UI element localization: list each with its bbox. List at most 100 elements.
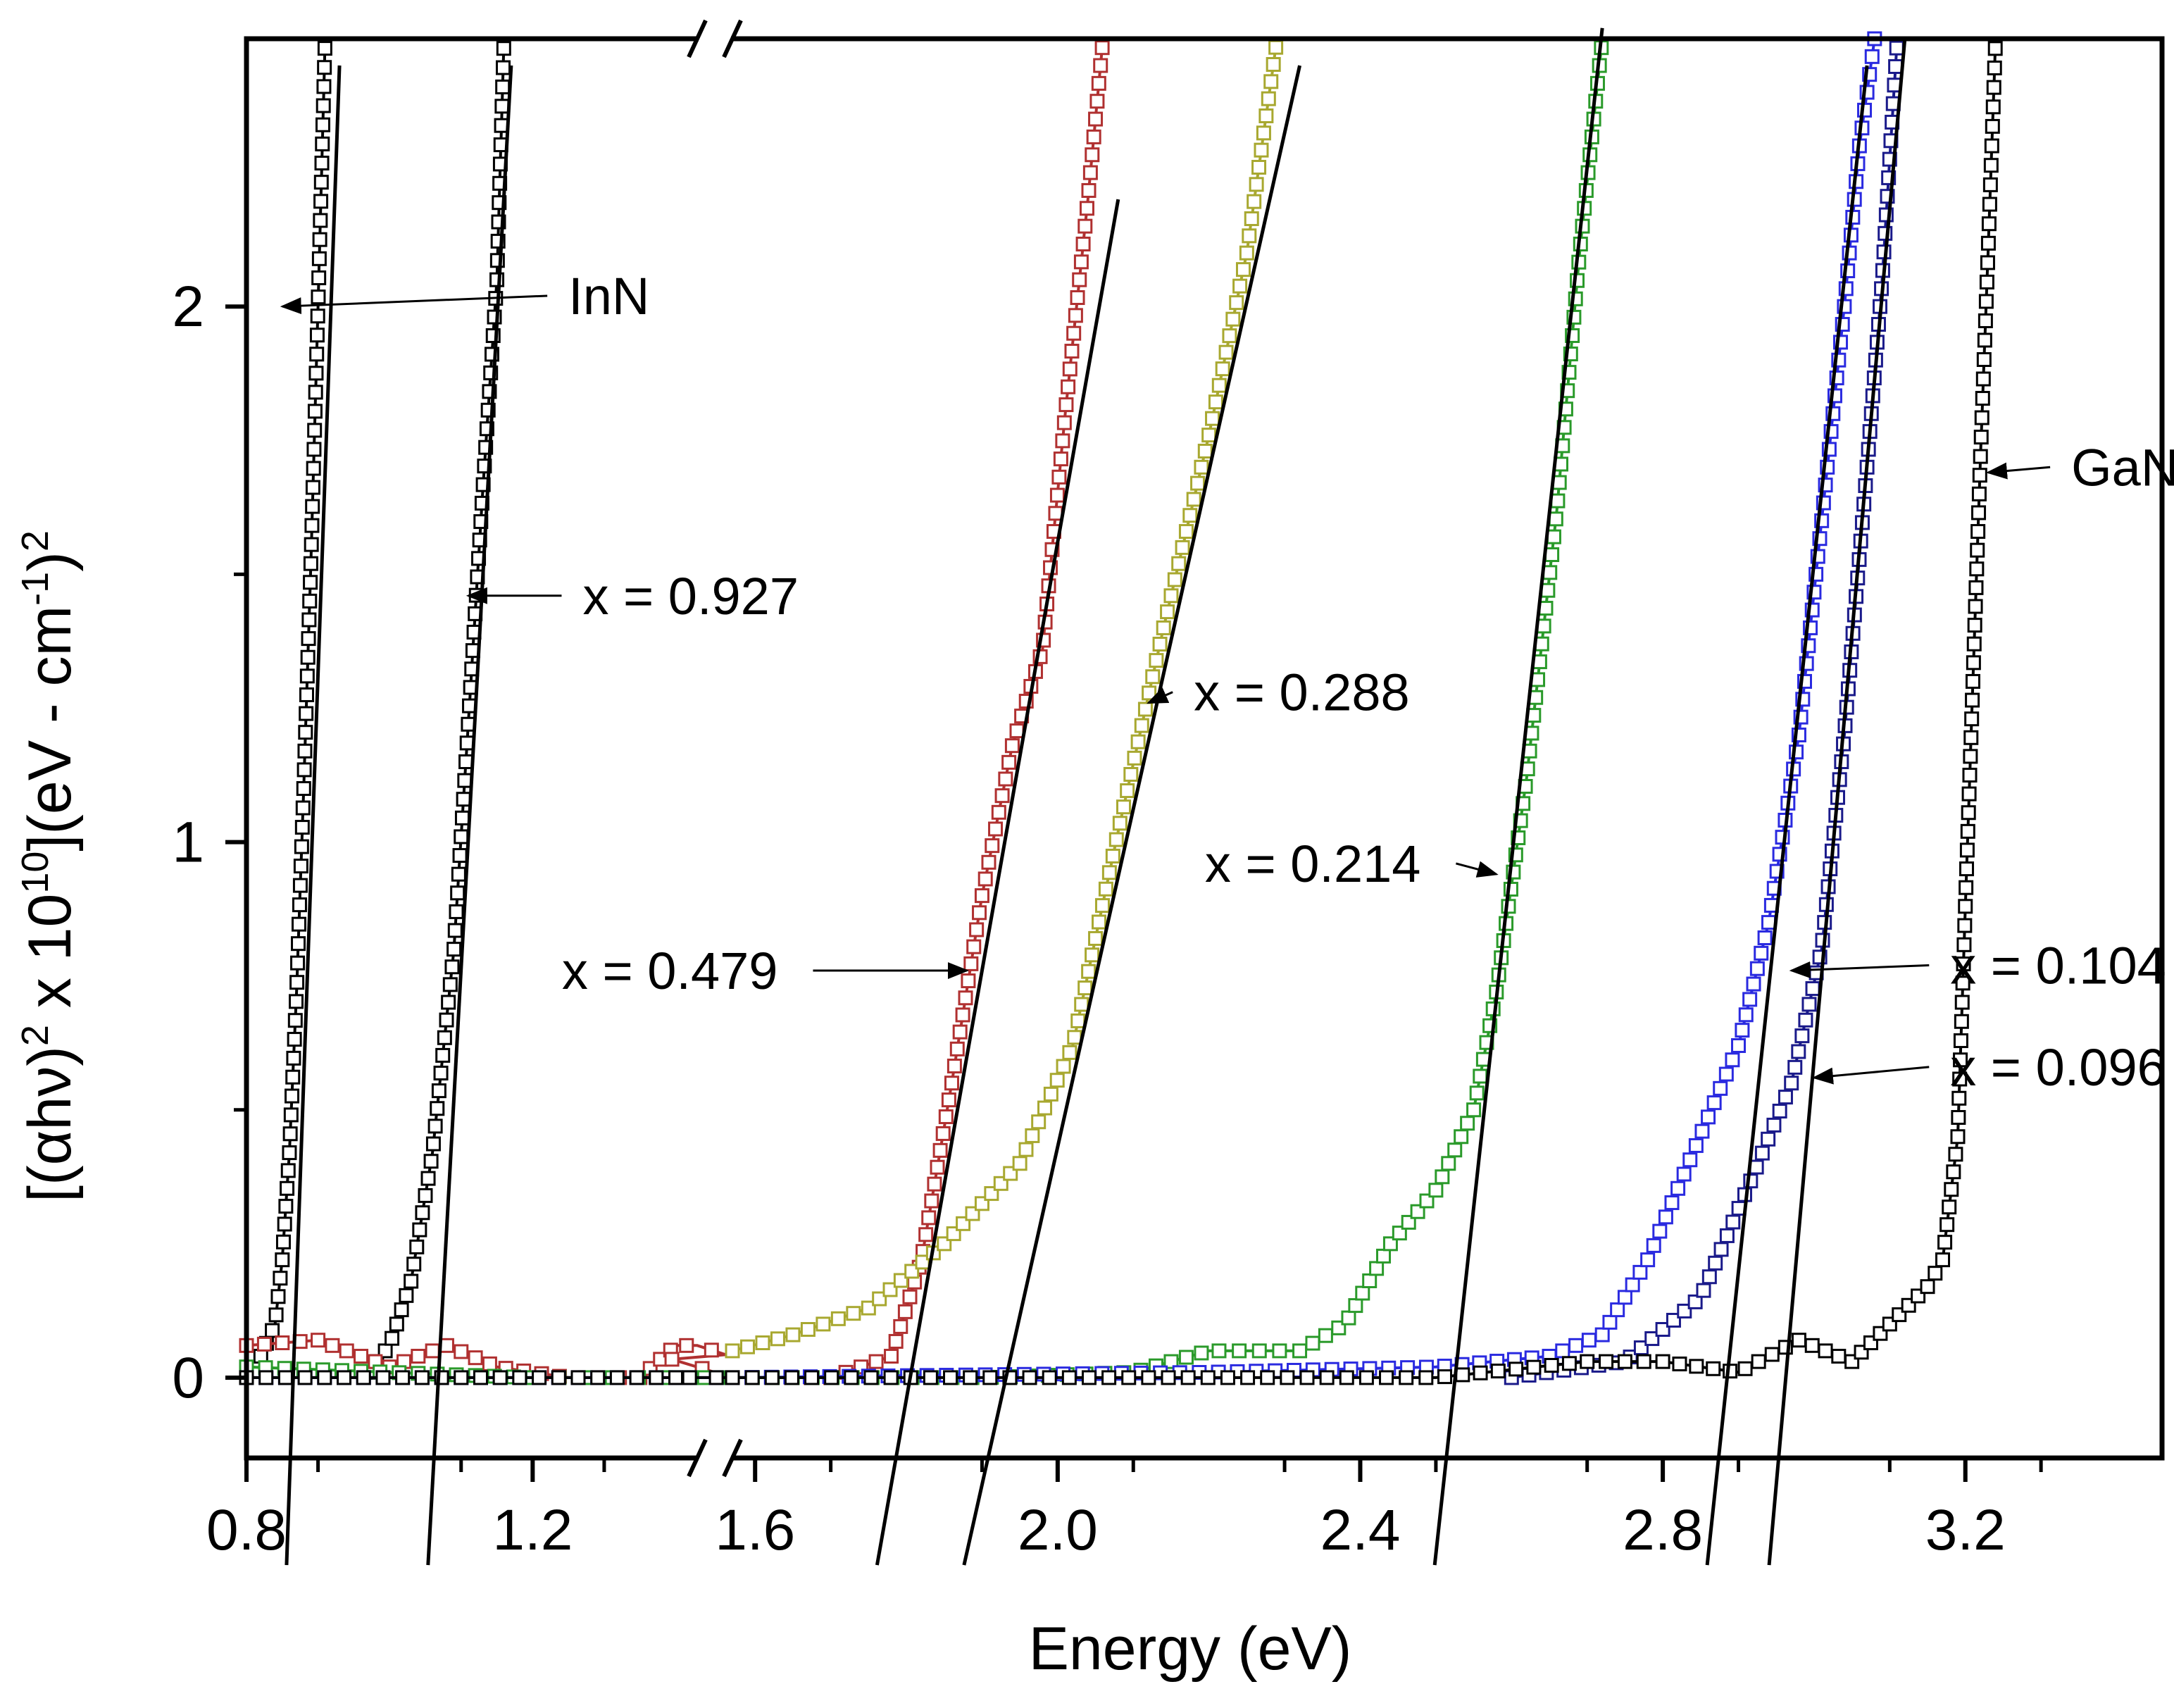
data-point bbox=[921, 1210, 937, 1226]
data-point bbox=[1197, 443, 1213, 459]
data-point bbox=[437, 1030, 452, 1045]
data-point bbox=[1211, 1343, 1227, 1359]
data-point bbox=[943, 1370, 958, 1385]
data-point bbox=[1979, 274, 1994, 289]
data-point bbox=[1952, 1071, 1968, 1087]
data-point bbox=[969, 922, 985, 937]
data-point bbox=[1348, 1298, 1363, 1314]
data-point bbox=[1208, 394, 1223, 410]
data-point bbox=[287, 1013, 303, 1028]
data-point bbox=[1968, 599, 1983, 614]
data-point bbox=[1022, 1370, 1037, 1385]
data-point bbox=[1640, 1252, 1656, 1268]
data-point bbox=[442, 977, 458, 992]
data-point bbox=[1761, 1131, 1776, 1147]
data-point bbox=[882, 1282, 898, 1297]
data-point bbox=[1778, 1090, 1793, 1105]
data-point bbox=[354, 1349, 369, 1364]
data-point bbox=[1688, 1137, 1704, 1153]
annotation-layer: InN x = 0.927 x = 0.479 x = 0.288 x = 0.214 x… bbox=[280, 267, 2174, 1097]
data-point bbox=[998, 771, 1013, 787]
data-point bbox=[1098, 881, 1113, 897]
data-point bbox=[1864, 49, 1880, 64]
data-point bbox=[425, 1343, 440, 1359]
data-point bbox=[532, 1370, 547, 1385]
data-point bbox=[1804, 1338, 1820, 1353]
data-point bbox=[1784, 1076, 1799, 1091]
data-point bbox=[1037, 1100, 1053, 1116]
data-point bbox=[295, 800, 311, 816]
data-point bbox=[1735, 1023, 1750, 1038]
data-point bbox=[280, 1163, 296, 1178]
data-point bbox=[924, 1193, 939, 1209]
data-point bbox=[927, 1176, 942, 1192]
data-point bbox=[1937, 1235, 1953, 1250]
data-point bbox=[1718, 1066, 1734, 1082]
data-point bbox=[1548, 511, 1563, 527]
data-point bbox=[1167, 572, 1182, 587]
data-point bbox=[1490, 1364, 1506, 1379]
data-point bbox=[988, 821, 1004, 837]
data-point bbox=[1473, 1365, 1488, 1380]
data-point bbox=[1258, 108, 1274, 123]
data-point bbox=[1971, 505, 1987, 520]
data-point bbox=[296, 762, 312, 778]
data-point bbox=[283, 1107, 299, 1123]
data-point bbox=[830, 1311, 846, 1326]
data-point bbox=[1550, 493, 1566, 509]
data-point bbox=[1056, 415, 1072, 430]
series-0 bbox=[253, 38, 332, 1364]
data-point bbox=[458, 754, 474, 770]
axis-break-top-mark bbox=[722, 19, 743, 58]
data-point bbox=[275, 1234, 291, 1249]
data-point bbox=[356, 1370, 371, 1385]
data-point bbox=[309, 328, 325, 343]
data-point bbox=[966, 939, 982, 954]
data-point bbox=[1754, 1145, 1770, 1161]
data-point bbox=[1599, 1354, 1614, 1369]
data-point bbox=[1977, 332, 1992, 348]
data-point bbox=[930, 1159, 945, 1175]
data-point bbox=[868, 1354, 884, 1369]
data-point bbox=[282, 1145, 297, 1161]
data-point bbox=[496, 41, 511, 56]
data-point bbox=[1965, 692, 1980, 708]
data-point bbox=[300, 649, 316, 665]
data-point bbox=[1944, 1182, 1959, 1197]
data-point bbox=[439, 1338, 454, 1353]
data-point bbox=[1555, 1343, 1570, 1359]
data-point bbox=[414, 1370, 430, 1385]
data-point bbox=[451, 866, 466, 882]
data-point bbox=[1766, 1117, 1782, 1133]
data-point bbox=[278, 1199, 294, 1214]
data-point bbox=[1018, 1142, 1034, 1157]
data-point bbox=[941, 1092, 956, 1108]
data-point bbox=[1701, 1269, 1717, 1285]
data-point bbox=[708, 1370, 724, 1385]
data-point bbox=[1205, 411, 1220, 426]
data-point bbox=[1292, 1343, 1308, 1359]
data-point bbox=[256, 1336, 272, 1352]
data-point bbox=[893, 1273, 908, 1288]
data-point bbox=[311, 270, 327, 285]
data-point bbox=[1746, 976, 1761, 992]
data-point bbox=[1137, 702, 1153, 717]
data-point bbox=[1392, 1226, 1407, 1241]
data-point bbox=[1272, 1343, 1287, 1359]
data-point bbox=[492, 1370, 508, 1385]
data-point bbox=[309, 347, 325, 362]
axis-break-bottom-mark bbox=[687, 1438, 708, 1478]
data-point bbox=[739, 1339, 755, 1354]
data-point bbox=[1955, 975, 1970, 991]
data-point bbox=[1094, 40, 1110, 56]
data-point bbox=[301, 631, 316, 647]
data-point bbox=[1341, 1310, 1356, 1326]
data-point bbox=[289, 994, 304, 1009]
series-line bbox=[367, 38, 506, 1373]
data-point bbox=[1966, 655, 1981, 671]
data-point bbox=[404, 1273, 419, 1289]
data-point bbox=[494, 99, 510, 114]
data-point bbox=[1130, 734, 1146, 749]
series-5 bbox=[239, 31, 1882, 1385]
data-point bbox=[1935, 1252, 1951, 1268]
